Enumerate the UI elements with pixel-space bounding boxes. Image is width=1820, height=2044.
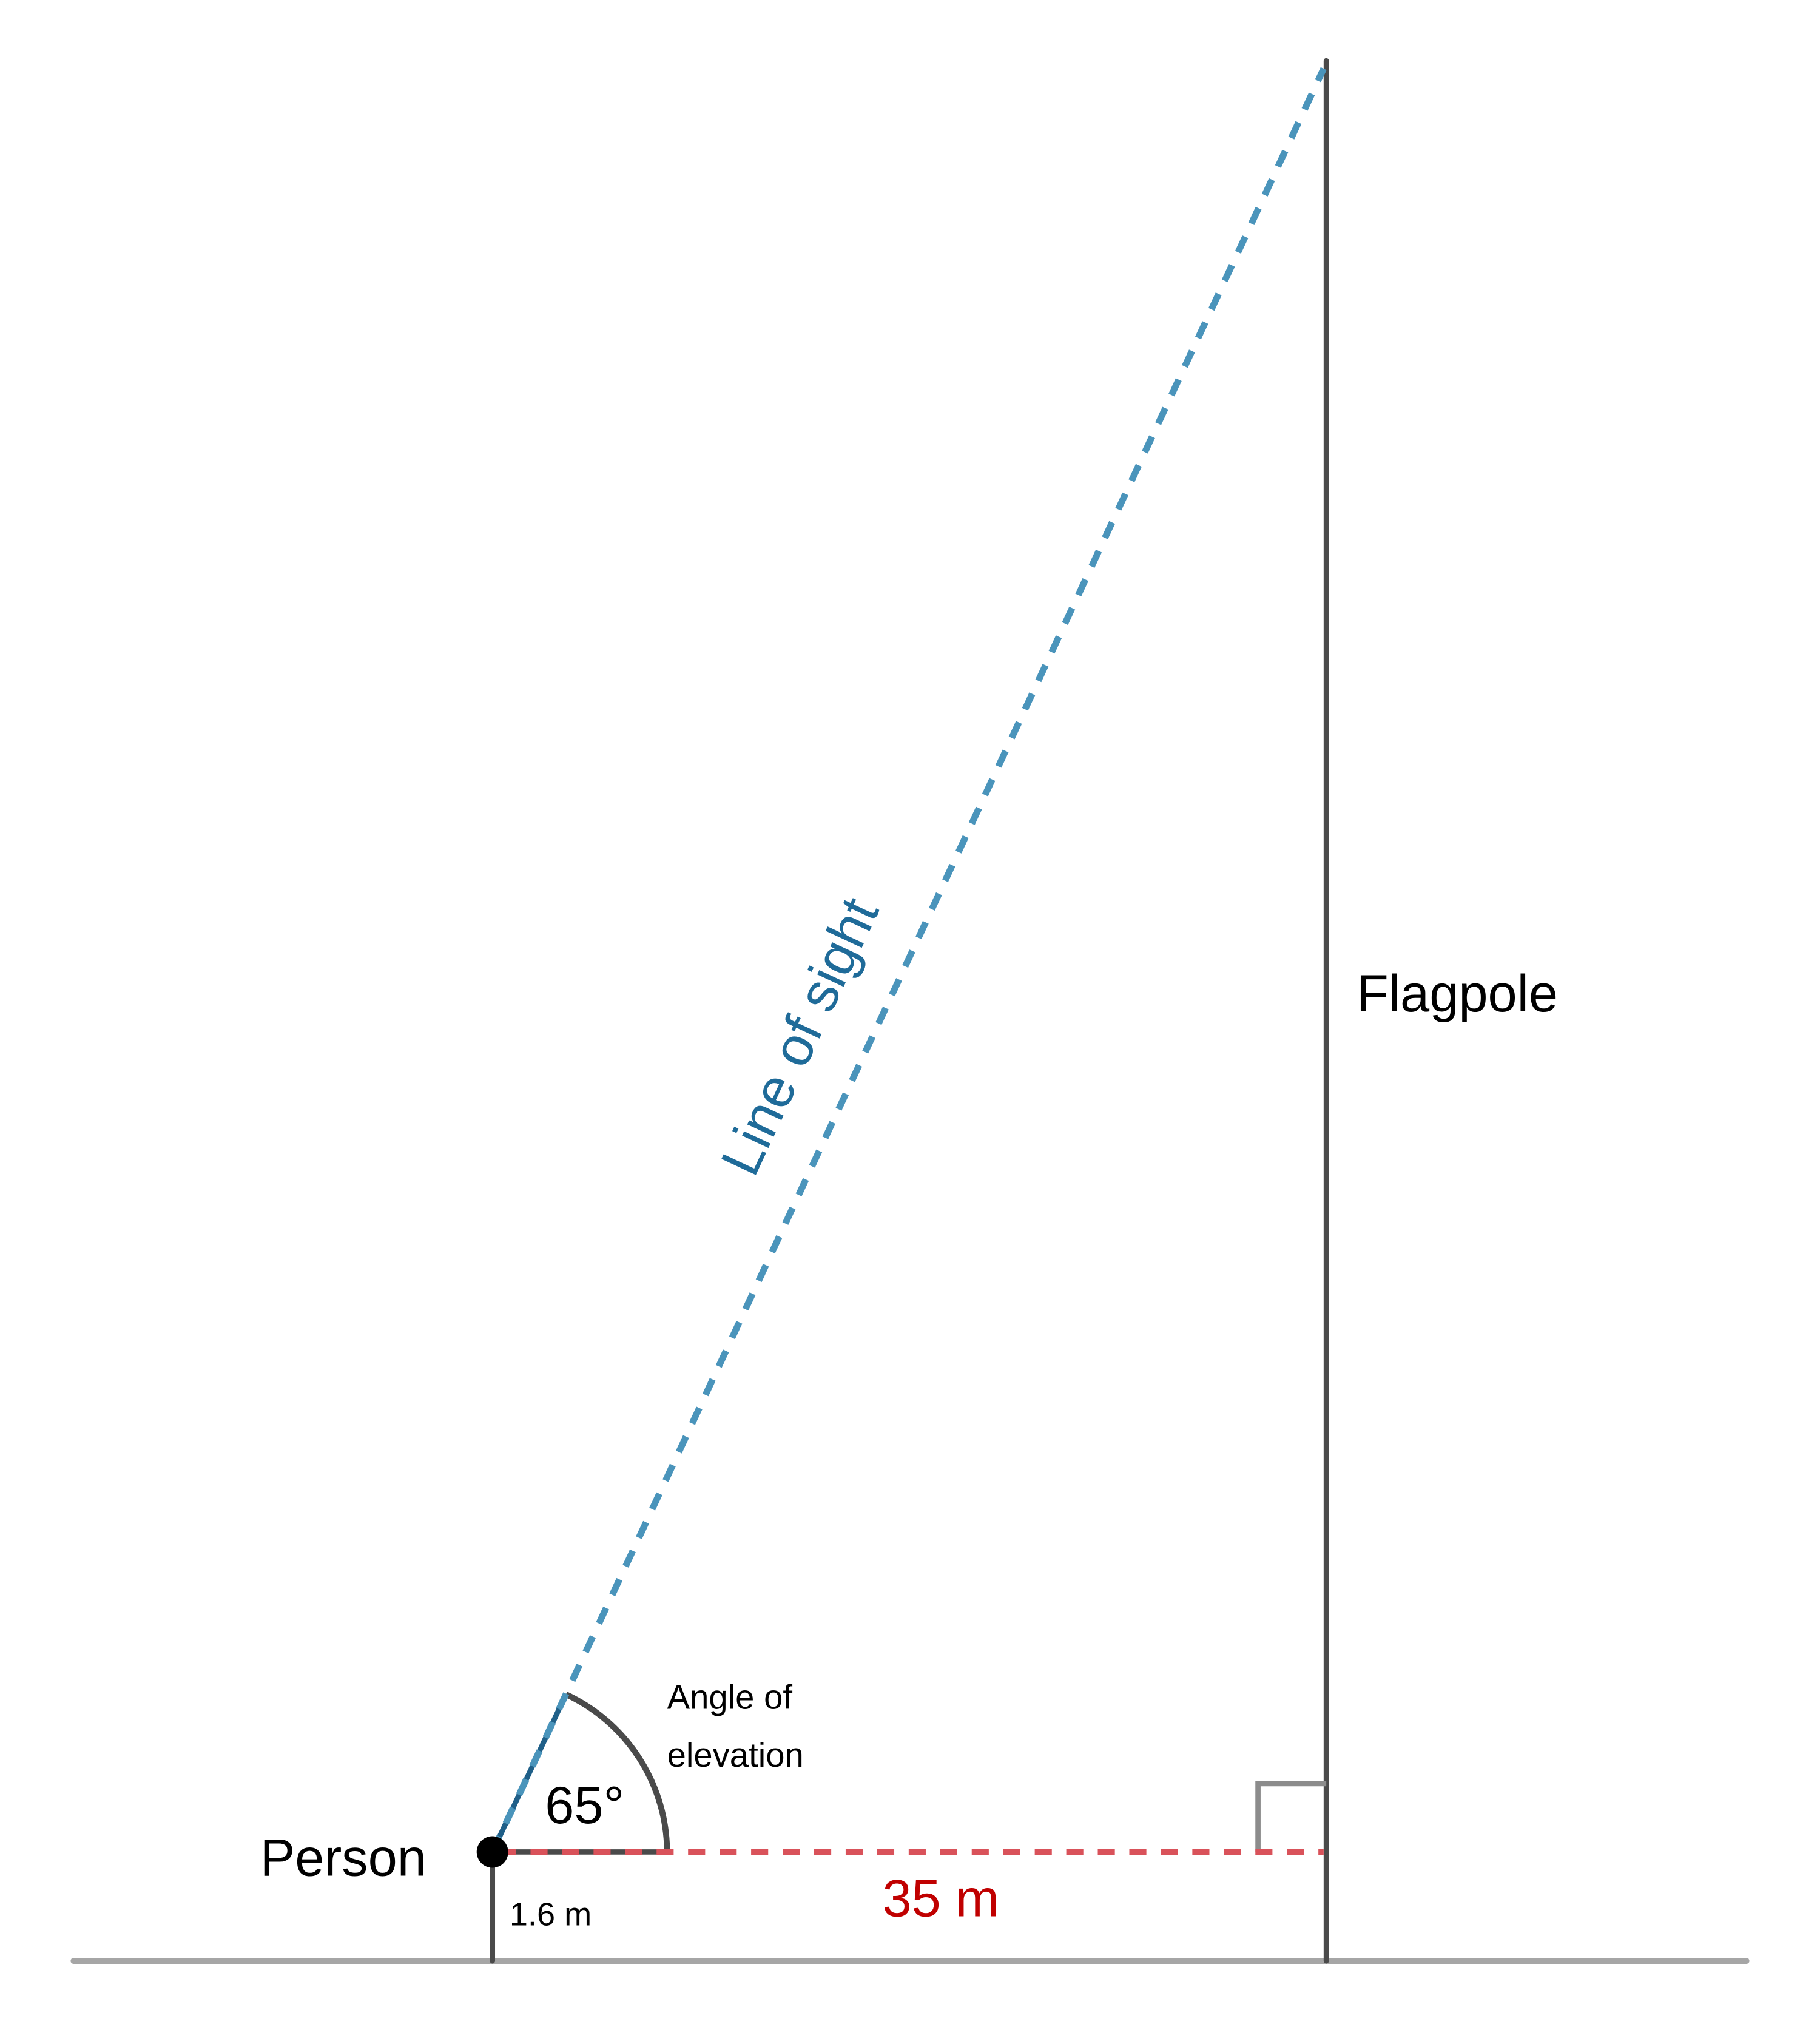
flagpole-label: Flagpole — [1357, 965, 1558, 1023]
angle-caption-line2: elevation — [667, 1736, 804, 1774]
angle-arc — [564, 1692, 670, 1852]
distance-label: 35 m — [883, 1870, 999, 1928]
line-of-sight-solid-segment — [490, 1693, 568, 1853]
angle-caption-line1: Angle of — [667, 1678, 793, 1716]
eye-height-label: 1.6 m — [510, 1897, 592, 1933]
person-label: Person — [260, 1829, 426, 1887]
line-of-sight-label: Line of sight — [709, 889, 891, 1184]
line-of-sight-dashed — [489, 67, 1327, 1853]
right-angle-marker — [1255, 1781, 1327, 1852]
person-eye-point — [476, 1836, 508, 1868]
angle-value-label: 65° — [545, 1776, 624, 1835]
